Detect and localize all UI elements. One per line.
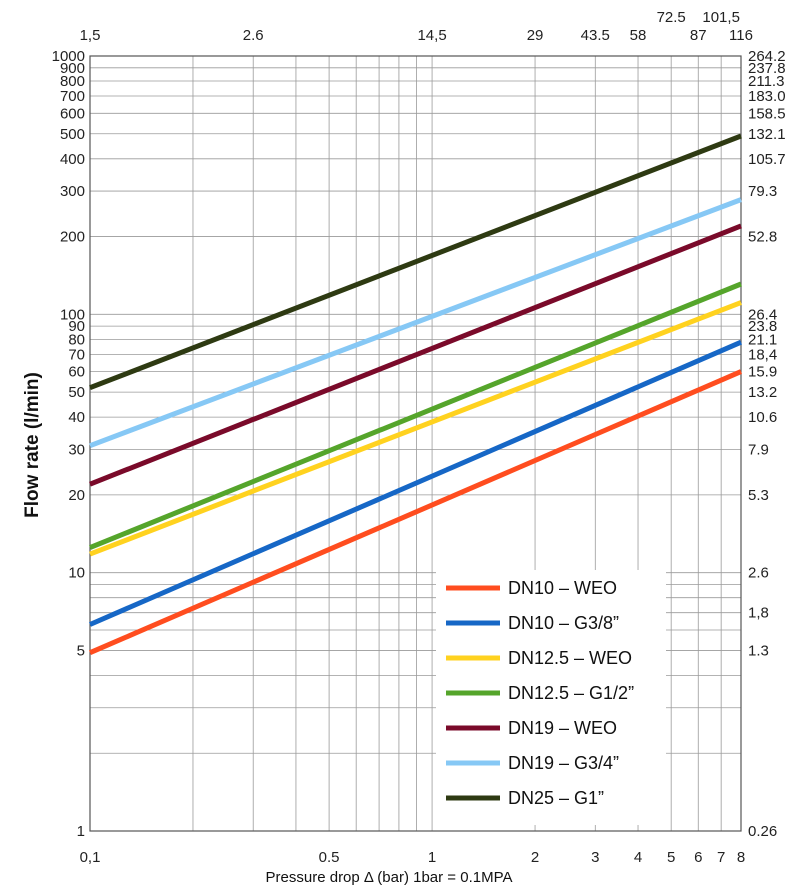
top-tick-label: 116 <box>729 27 753 44</box>
y-tick-label: 200 <box>60 229 85 246</box>
right-tick-label: 15.9 <box>748 364 777 381</box>
x-tick-label: 7 <box>717 849 725 866</box>
x-tick-label: 4 <box>634 849 642 866</box>
x-tick-label: 8 <box>737 849 745 866</box>
y-tick-label: 500 <box>60 126 85 143</box>
legend-background <box>436 570 666 825</box>
top-tick-label: 43.5 <box>581 27 610 44</box>
x-tick-label: 0,1 <box>80 849 101 866</box>
right-tick-label: 264.2 <box>748 48 786 65</box>
x-axis-title: Pressure drop Δ (bar) 1bar = 0.1MPA <box>266 869 513 886</box>
y-tick-label: 600 <box>60 105 85 122</box>
series-line-0 <box>89 369 742 655</box>
y-tick-label: 1000 <box>52 48 85 65</box>
top-tick-label: 87 <box>690 27 707 44</box>
right-tick-label: 158.5 <box>748 105 786 122</box>
y-tick-label: 70 <box>68 346 85 363</box>
legend-label: DN10 – G3/8” <box>508 613 619 633</box>
right-tick-label: 26.4 <box>748 306 777 323</box>
right-tick-label: 132.1 <box>748 126 786 143</box>
right-tick-label: 5.3 <box>748 487 769 504</box>
legend-label: DN12.5 – G1/2” <box>508 683 634 703</box>
x-tick-label: 5 <box>667 849 675 866</box>
legend-label: DN10 – WEO <box>508 578 617 598</box>
x-axis-tick-labels: 0,1 0.5 1 2 3 4 5 6 7 8 <box>80 849 746 866</box>
x-tick-label: 3 <box>591 849 599 866</box>
x-tick-label: 2 <box>531 849 539 866</box>
series-line-3 <box>89 281 742 550</box>
series-line-4 <box>89 223 742 487</box>
y-tick-label: 100 <box>60 306 85 323</box>
series-line-1 <box>89 339 742 627</box>
right-tick-label: 21.1 <box>748 331 777 348</box>
top-tick-label: 1,5 <box>80 27 101 44</box>
top-tick-label: 72.5 <box>657 9 686 26</box>
right-tick-label: 1,8 <box>748 605 769 622</box>
right-tick-label: 237.8 <box>748 60 786 77</box>
right-tick-label: 183.0 <box>748 88 786 105</box>
right-tick-label: 79.3 <box>748 183 777 200</box>
right-tick-label: 10.6 <box>748 409 777 426</box>
x-tick-label: 0.5 <box>319 849 340 866</box>
y-tick-label: 700 <box>60 88 85 105</box>
legend-label: DN19 – G3/4” <box>508 753 619 773</box>
y-tick-label: 30 <box>68 441 85 458</box>
right-tick-label: 18,4 <box>748 346 777 363</box>
top-tick-label: 29 <box>527 27 544 44</box>
right-tick-label: 105.7 <box>748 151 786 168</box>
series-line-6 <box>89 133 742 391</box>
series-lines <box>89 133 742 655</box>
right-tick-label: 211.3 <box>748 73 784 90</box>
top-tick-label: 14,5 <box>417 27 446 44</box>
y-tick-label: 80 <box>68 331 85 348</box>
y-tick-label: 5 <box>77 642 85 659</box>
series-line-5 <box>89 197 742 449</box>
y-tick-label: 90 <box>68 318 85 335</box>
y-tick-label: 10 <box>68 565 85 582</box>
right-axis-tick-labels: 0.261.31,82.65.37.910.613.215.918,421.12… <box>748 48 786 840</box>
top-tick-label: 58 <box>630 27 647 44</box>
y-tick-label: 40 <box>68 409 85 426</box>
y-tick-label: 50 <box>68 384 85 401</box>
right-tick-label: 1.3 <box>748 642 769 659</box>
legend: DN10 – WEO DN10 – G3/8” DN12.5 – WEO DN12.5… <box>436 570 666 825</box>
y-tick-label: 60 <box>68 364 85 381</box>
y-tick-label: 300 <box>60 183 85 200</box>
top-tick-label: 101,5 <box>702 9 740 26</box>
right-tick-label: 13.2 <box>748 384 777 401</box>
legend-label: DN25 – G1” <box>508 788 604 808</box>
right-tick-label: 23.8 <box>748 318 777 335</box>
y-tick-label: 900 <box>60 60 85 77</box>
y-tick-label: 800 <box>60 73 85 90</box>
y-tick-label: 20 <box>68 487 85 504</box>
series-line-2 <box>89 300 742 557</box>
x-tick-label: 6 <box>694 849 702 866</box>
y-tick-label: 400 <box>60 151 85 168</box>
x-tick-label: 1 <box>428 849 436 866</box>
top-tick-label: 2.6 <box>243 27 264 44</box>
right-tick-label: 2.6 <box>748 565 769 582</box>
y-axis-title: Flow rate (l/min) <box>22 372 43 518</box>
legend-label: DN19 – WEO <box>508 718 617 738</box>
y-tick-label: 1 <box>77 823 85 840</box>
right-tick-label: 52.8 <box>748 229 777 246</box>
legend-label: DN12.5 – WEO <box>508 648 632 668</box>
right-tick-label: 7.9 <box>748 441 769 458</box>
right-tick-label: 0.26 <box>748 823 777 840</box>
